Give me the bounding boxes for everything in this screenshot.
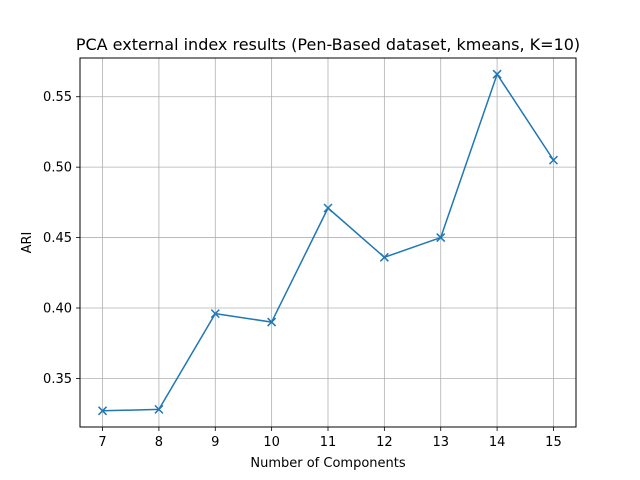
data-point-marker: [98, 406, 108, 416]
y-axis: 0.35 0.40 0.45 0.50 0.55: [43, 90, 80, 387]
data-point-marker: [548, 155, 558, 165]
x-tick-label: 8: [155, 435, 163, 450]
data-point-marker: [154, 404, 164, 414]
x-tick-label: 7: [98, 435, 106, 450]
y-tick-label: 0.45: [43, 231, 72, 246]
x-tick-label: 12: [376, 435, 393, 450]
x-axis-label: Number of Components: [250, 456, 405, 471]
y-axis-label: ARI: [20, 232, 35, 254]
x-tick-label: 15: [545, 435, 562, 450]
y-tick-label: 0.40: [43, 301, 72, 316]
x-tick-label: 14: [489, 435, 506, 450]
x-tick-label: 11: [320, 435, 337, 450]
y-tick-label: 0.35: [43, 372, 72, 387]
data-point-marker: [210, 309, 220, 319]
chart-title: PCA external index results (Pen-Based da…: [76, 35, 580, 54]
data-point-marker: [492, 69, 502, 79]
data-point-marker: [323, 203, 333, 213]
x-tick-label: 10: [263, 435, 280, 450]
data-point-marker: [267, 317, 277, 327]
data-point-marker: [436, 233, 446, 243]
series-group: [98, 69, 558, 416]
y-tick-label: 0.50: [43, 161, 72, 176]
x-axis: 7 8 9 10 11 12 13 14 15: [98, 427, 562, 450]
x-tick-label: 9: [211, 435, 219, 450]
grid: [80, 58, 576, 427]
x-tick-label: 13: [432, 435, 449, 450]
data-point-marker: [379, 252, 389, 262]
y-tick-label: 0.55: [43, 90, 72, 105]
